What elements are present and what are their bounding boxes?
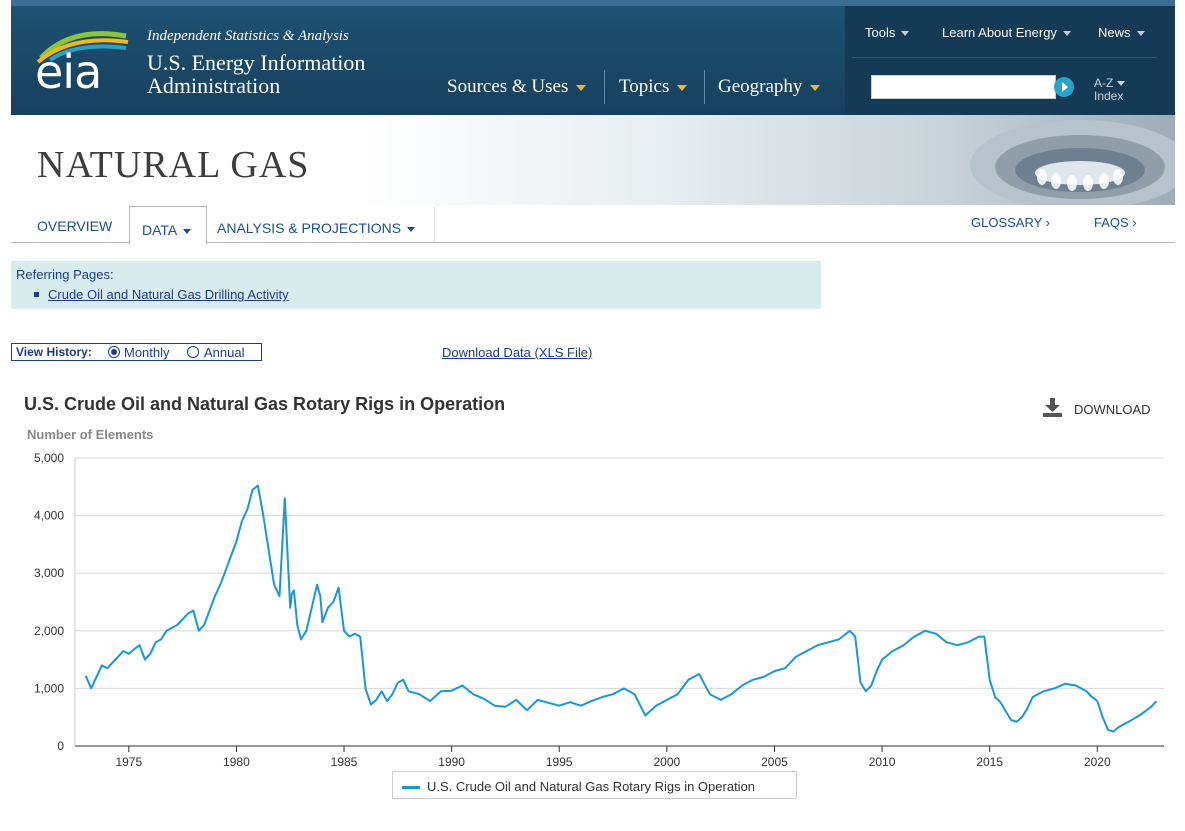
chevron-down-icon [1062,31,1071,37]
view-history-label: View History: [16,345,92,359]
gas-burner-image [970,120,1175,205]
nav-geography-label: Geography [718,76,803,97]
y-tick-label: 5,000 [34,451,64,465]
chevron-down-icon [1116,81,1125,87]
tab-overview[interactable]: OVERVIEW [37,218,113,234]
y-tick-label: 2,000 [34,624,64,638]
faqs-link[interactable]: FAQS › [1094,215,1137,230]
tools-menu[interactable]: Tools [865,25,910,40]
tab-data[interactable]: DATA [142,222,192,238]
x-tick-label: 2015 [976,755,1003,769]
arrow-right-icon [1062,82,1068,92]
x-tick-label: 2000 [653,755,680,769]
x-tick-label: 1980 [223,755,250,769]
legend-label[interactable]: U.S. Crude Oil and Natural Gas Rotary Ri… [427,779,756,794]
x-tick-label: 2005 [761,755,788,769]
nav-topics[interactable]: Topics [619,76,688,98]
chart-legend[interactable] [392,771,797,799]
download-icon [1043,398,1062,417]
utility-divider [852,57,1157,58]
y-tick-label: 1,000 [34,681,64,695]
monthly-radio[interactable] [108,346,120,358]
tools-label: Tools [865,25,896,40]
chevron-down-icon [677,84,688,91]
tab-data-label: DATA [142,222,178,238]
tab-analysis-projections[interactable]: ANALYSIS & PROJECTIONS [217,220,416,236]
x-tick-label: 2010 [869,755,896,769]
y-tick-label: 4,000 [34,509,64,523]
learn-about-energy-menu[interactable]: Learn About Energy [942,25,1071,40]
chevron-down-icon [810,84,821,91]
x-tick-label: 1985 [331,755,358,769]
nav-divider [604,70,605,104]
chevron-down-icon [183,228,192,234]
view-history-box [11,343,262,361]
chevron-down-icon [407,226,416,232]
news-label: News [1098,25,1131,40]
referring-pages-heading: Referring Pages: [16,267,114,282]
download-label[interactable]: DOWNLOAD [1074,402,1151,417]
agency-name-line2[interactable]: Administration [147,73,281,98]
annual-radio[interactable] [187,346,199,358]
chevron-down-icon [1136,31,1145,37]
x-tick-label: 1975 [115,755,142,769]
glossary-link[interactable]: GLOSSARY › [971,215,1050,230]
search-button[interactable] [1054,77,1074,97]
news-menu[interactable]: News [1098,25,1145,40]
tab-data-frame [129,206,207,245]
tab-analysis-label: ANALYSIS & PROJECTIONS [217,220,402,236]
x-tick-label: 1990 [438,755,465,769]
eia-logo-swoosh [36,31,129,64]
nav-divider [704,70,705,104]
legend-swatch [402,786,420,789]
az-label: A-Z [1094,76,1114,90]
rigs-line-chart: Number of Elements 0 1,000 2,000 3,000 4,000… [27,427,1164,769]
nav-sources-uses[interactable]: Sources & Uses [447,76,587,98]
learn-about-energy-label: Learn About Energy [942,25,1057,40]
nav-sources-uses-label: Sources & Uses [447,76,569,97]
y-axis-label: Number of Elements [27,427,153,442]
y-tick-label: 0 [57,739,64,753]
download-xls-link[interactable]: Download Data (XLS File) [442,345,593,360]
top-strip [11,0,1175,6]
x-tick-label: 1995 [546,755,573,769]
az-index-line2: Index [1094,89,1124,103]
agency-name-line1[interactable]: U.S. Energy Information [147,50,366,75]
nav-geography[interactable]: Geography [718,76,821,98]
search-input[interactable] [871,75,1056,99]
chart-download-button[interactable] [1041,396,1161,422]
referring-page-link[interactable]: Crude Oil and Natural Gas Drilling Activ… [48,287,289,302]
page-title: NATURAL GAS [37,144,310,186]
bullet [34,292,39,297]
annual-label[interactable]: Annual [204,345,245,360]
nav-topics-label: Topics [619,76,670,97]
series-line [84,484,1158,733]
y-tick-label: 3,000 [34,566,64,580]
chart-title: U.S. Crude Oil and Natural Gas Rotary Ri… [24,394,506,414]
az-index-line1: A-Z [1094,77,1125,90]
chevron-down-icon [576,84,587,91]
monthly-label[interactable]: Monthly [124,345,170,360]
chevron-down-icon [901,31,910,37]
eia-logo[interactable]: eia [35,45,102,99]
referring-pages-box [11,261,821,309]
az-index-link[interactable]: A-Z Index [1094,77,1125,103]
tab-analysis-frame [206,207,435,242]
tagline: Independent Statistics & Analysis [147,28,349,44]
x-tick-label: 2020 [1084,755,1111,769]
